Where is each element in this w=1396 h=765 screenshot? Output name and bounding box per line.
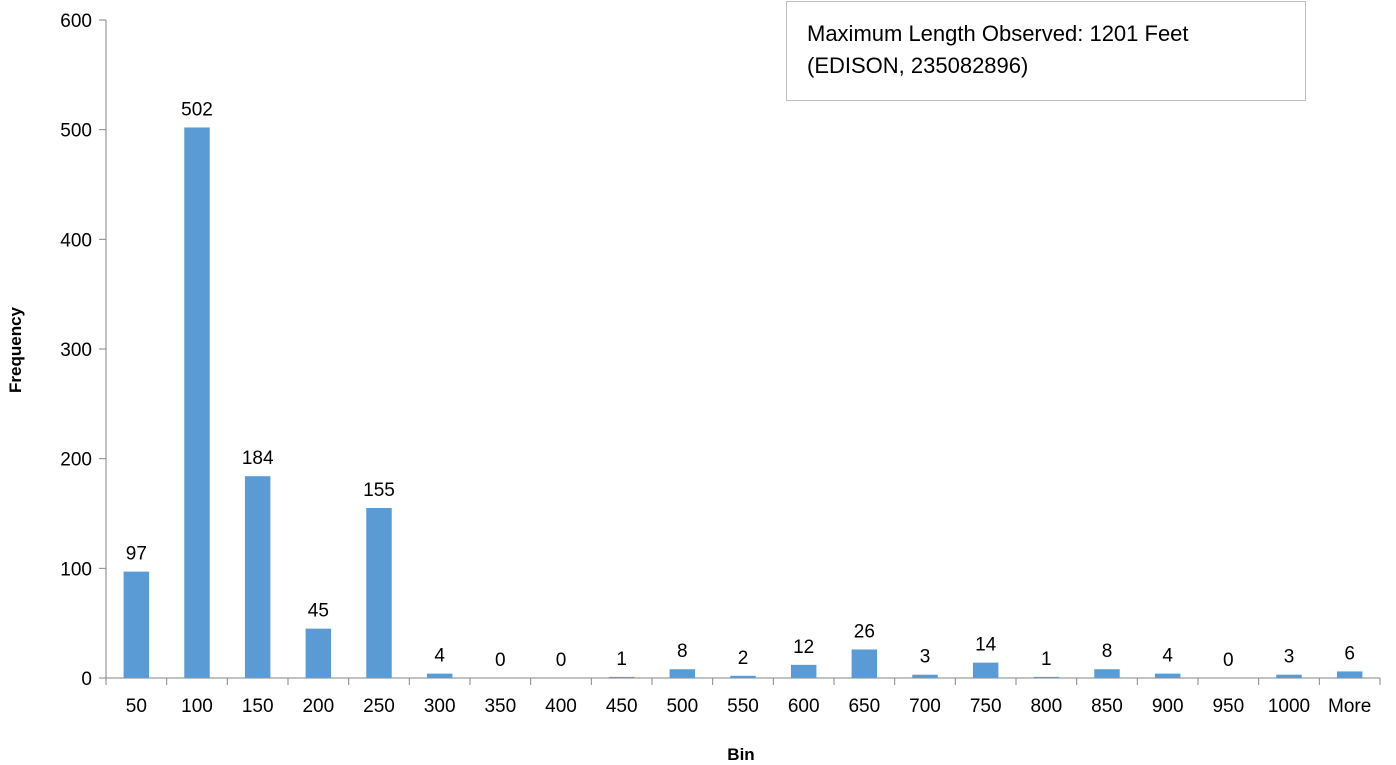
bar bbox=[123, 571, 150, 678]
x-axis-title: Bin bbox=[727, 745, 754, 764]
x-tick-label: 750 bbox=[970, 696, 1002, 717]
bar-value-label: 3 bbox=[920, 647, 931, 668]
annotation-line-2: (EDISON, 235082896) bbox=[807, 53, 1029, 78]
bar bbox=[912, 674, 938, 678]
x-tick-label: 200 bbox=[302, 696, 334, 717]
bar-value-label: 45 bbox=[308, 601, 329, 622]
x-tick-label: 500 bbox=[666, 696, 698, 717]
bar bbox=[669, 669, 696, 678]
bar-value-label: 0 bbox=[495, 650, 506, 671]
x-tick-label: 600 bbox=[788, 696, 820, 717]
annotation-box: Maximum Length Observed: 1201 Feet (EDIS… bbox=[786, 1, 1306, 101]
bar bbox=[305, 628, 332, 678]
x-tick-label: 350 bbox=[484, 696, 516, 717]
bar-value-label: 97 bbox=[126, 544, 147, 565]
bar-value-label: 184 bbox=[242, 448, 274, 469]
bar bbox=[1033, 676, 1060, 678]
x-tick-label: 650 bbox=[848, 696, 880, 717]
y-tick-label: 200 bbox=[60, 450, 92, 471]
bar-value-label: 3 bbox=[1284, 647, 1295, 668]
y-tick-label: 500 bbox=[60, 121, 92, 142]
bar bbox=[972, 662, 999, 678]
bar bbox=[426, 673, 453, 678]
x-tick-label: 450 bbox=[606, 696, 638, 717]
bar-value-label: 26 bbox=[854, 621, 875, 642]
bar-value-label: 502 bbox=[181, 99, 213, 120]
x-tick-label: More bbox=[1328, 696, 1371, 717]
bar bbox=[1154, 673, 1181, 678]
x-tick-label: 50 bbox=[126, 696, 147, 717]
bar-value-label: 1 bbox=[1041, 649, 1052, 670]
y-tick-label: 0 bbox=[81, 669, 92, 690]
bar bbox=[608, 676, 635, 678]
x-tick-label: 950 bbox=[1212, 696, 1244, 717]
x-axis: 50 100 150 200 250 300 350 400 450 500 550 600 650 70… bbox=[105, 677, 1381, 717]
y-axis: 0 100 200 300 400 500 600 bbox=[60, 11, 107, 690]
x-tick-label: 400 bbox=[545, 696, 577, 717]
bar-value-label: 6 bbox=[1344, 643, 1355, 664]
x-tick-label: 850 bbox=[1091, 696, 1123, 717]
bar-value-label: 0 bbox=[556, 650, 567, 671]
bar bbox=[366, 508, 392, 678]
x-tick-label: 900 bbox=[1152, 696, 1184, 717]
bar-value-label: 14 bbox=[975, 635, 997, 656]
x-tick-label: 300 bbox=[424, 696, 456, 717]
x-tick-label: 550 bbox=[727, 696, 759, 717]
bar bbox=[244, 476, 271, 678]
x-tick-label: 250 bbox=[363, 696, 395, 717]
bars bbox=[123, 127, 1363, 679]
x-tick-label: 700 bbox=[909, 696, 941, 717]
y-axis-title: Frequency bbox=[6, 306, 25, 393]
x-tick-label: 1000 bbox=[1268, 696, 1310, 717]
bar-value-label: 4 bbox=[1162, 646, 1173, 667]
y-tick-label: 600 bbox=[60, 11, 92, 32]
bar bbox=[1336, 671, 1363, 678]
annotation-line-1: Maximum Length Observed: 1201 Feet bbox=[807, 21, 1189, 46]
bar bbox=[1276, 674, 1302, 678]
bar-value-label: 8 bbox=[1102, 641, 1113, 662]
bar-value-label: 4 bbox=[434, 646, 445, 667]
bar-value-label: 8 bbox=[677, 641, 688, 662]
bar bbox=[851, 649, 878, 678]
bar-value-label: 12 bbox=[793, 637, 814, 658]
y-tick-label: 400 bbox=[60, 230, 92, 251]
bar bbox=[790, 664, 817, 678]
x-tick-label: 800 bbox=[1030, 696, 1062, 717]
y-tick-label: 100 bbox=[60, 559, 92, 580]
bar bbox=[184, 127, 210, 679]
bar bbox=[730, 675, 756, 678]
bar-value-label: 155 bbox=[363, 480, 395, 501]
bar bbox=[1094, 669, 1120, 678]
x-tick-label: 100 bbox=[181, 696, 213, 717]
x-tick-label: 150 bbox=[242, 696, 274, 717]
bar-value-label: 1 bbox=[616, 649, 627, 670]
bar-value-label: 0 bbox=[1223, 650, 1234, 671]
bar-value-label: 2 bbox=[738, 648, 749, 669]
y-tick-label: 300 bbox=[60, 340, 92, 361]
